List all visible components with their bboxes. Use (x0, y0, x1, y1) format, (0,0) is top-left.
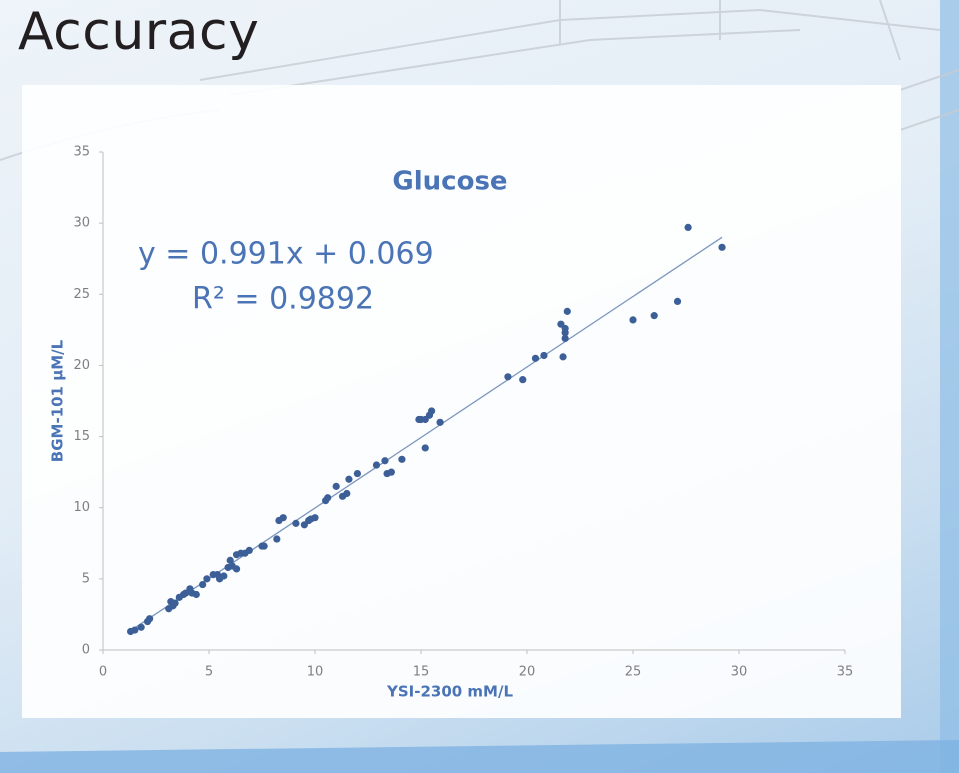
data-point (345, 475, 353, 483)
y-tick-label: 30 (73, 216, 90, 231)
data-point (279, 514, 287, 522)
data-point (436, 418, 444, 426)
data-point (421, 444, 429, 452)
data-point (260, 542, 268, 550)
data-point (629, 316, 637, 324)
data-point (192, 590, 200, 599)
data-point (146, 615, 154, 623)
x-tick-label: 35 (837, 665, 854, 680)
data-point (199, 580, 207, 589)
data-point (561, 334, 569, 342)
data-point (398, 455, 406, 463)
data-point (220, 572, 228, 580)
data-point (137, 623, 145, 631)
data-point (232, 565, 241, 573)
x-axis-title: YSI-2300 mM/L (386, 683, 513, 701)
y-tick-label: 15 (73, 429, 90, 444)
data-point (131, 626, 139, 634)
data-point (540, 351, 548, 360)
data-point (718, 243, 726, 251)
data-point (519, 376, 527, 384)
x-tick-label: 30 (731, 665, 748, 680)
data-point (673, 297, 682, 305)
page-title: Accuracy (18, 2, 260, 62)
data-point (381, 457, 389, 465)
data-point (226, 556, 234, 564)
side-band (940, 0, 959, 773)
data-point (311, 514, 319, 522)
x-tick-label: 5 (205, 665, 213, 680)
x-tick-label: 25 (625, 665, 642, 680)
x-tick-label: 0 (99, 665, 107, 680)
x-tick-label: 10 (307, 665, 324, 680)
data-point (332, 482, 340, 490)
y-tick-label: 5 (82, 571, 90, 586)
data-point (353, 469, 361, 478)
y-tick-label: 20 (73, 358, 90, 373)
data-point (387, 468, 395, 476)
x-tick-label: 15 (413, 665, 430, 680)
data-point (343, 489, 351, 498)
chart-panel: Glucose y = 0.991x + 0.069 R² = 0.9892 Y… (22, 85, 901, 718)
trendline-equation: y = 0.991x + 0.069 (138, 237, 434, 272)
data-point (428, 407, 436, 415)
y-tick-label: 0 (82, 643, 90, 658)
data-point (171, 599, 179, 607)
y-tick-label: 25 (73, 287, 90, 302)
data-point (245, 546, 253, 554)
data-point (372, 461, 381, 469)
r-squared: R² = 0.9892 (192, 282, 374, 317)
data-point (324, 494, 332, 502)
data-point (559, 353, 567, 361)
data-point (650, 312, 658, 320)
bottom-band (0, 740, 959, 773)
y-tick-label: 10 (73, 500, 90, 515)
data-point (504, 373, 512, 381)
y-tick-label: 35 (73, 145, 90, 160)
data-point (684, 223, 692, 232)
data-point (561, 324, 569, 333)
data-point (531, 354, 540, 362)
x-tick-label: 20 (519, 665, 536, 680)
data-point (563, 307, 571, 315)
data-point (292, 519, 300, 527)
chart: Glucose y = 0.991x + 0.069 R² = 0.9892 Y… (49, 145, 854, 701)
data-point (273, 535, 281, 543)
chart-title: Glucose (392, 167, 507, 197)
y-axis-title: BGM-101 µM/L (49, 339, 67, 462)
data-point (203, 575, 211, 583)
